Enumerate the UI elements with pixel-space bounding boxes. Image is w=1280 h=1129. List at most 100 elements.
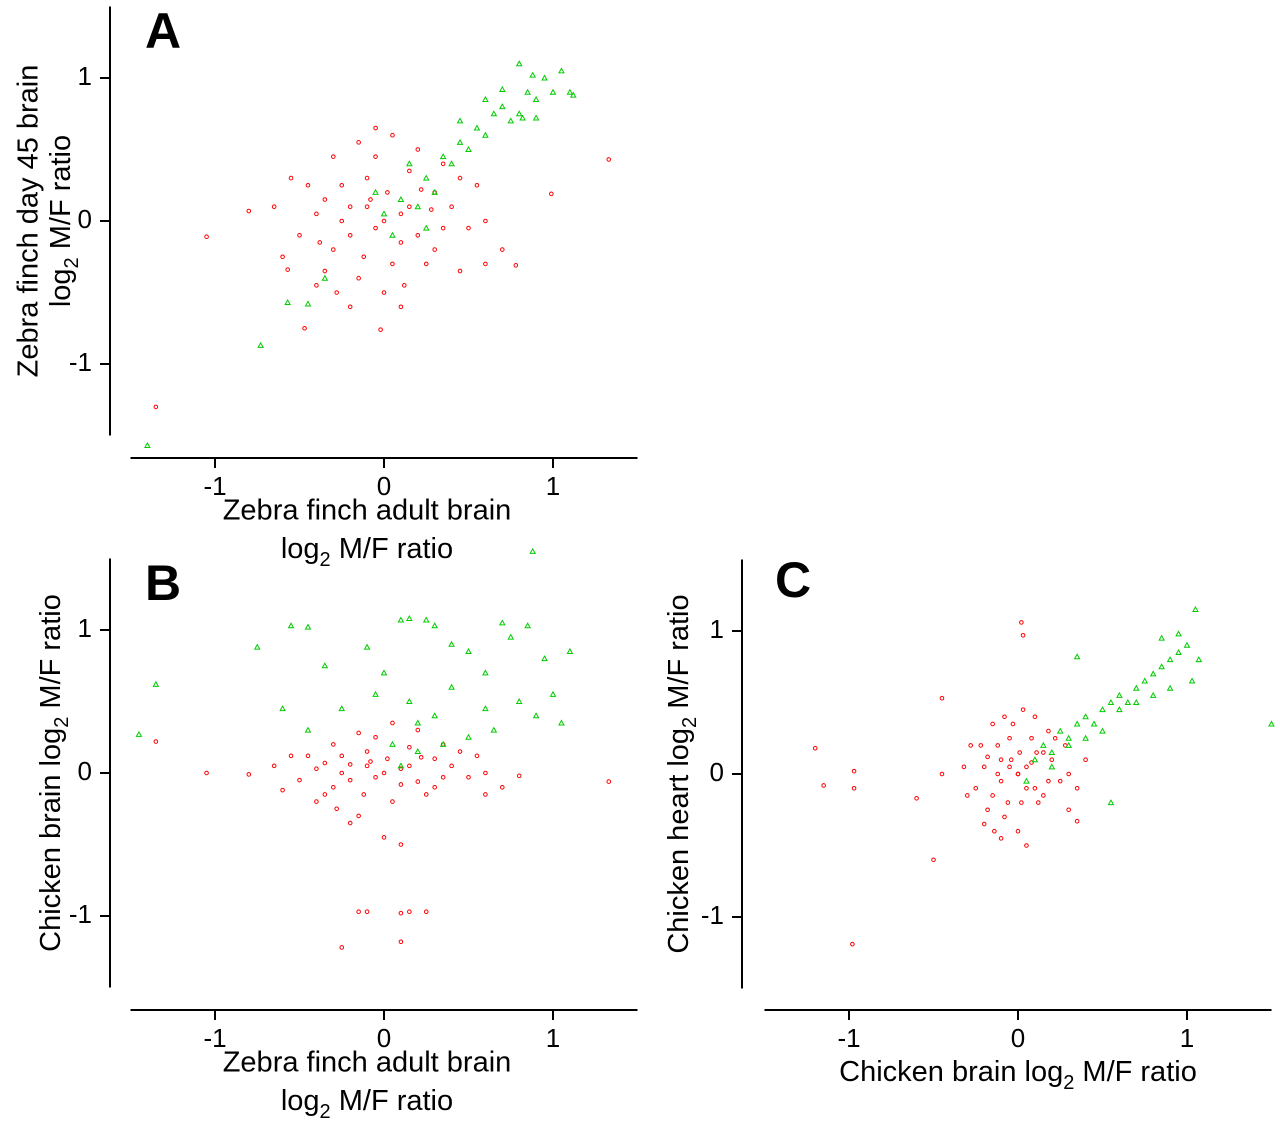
point bbox=[288, 753, 294, 759]
point bbox=[415, 779, 421, 784]
point bbox=[356, 275, 361, 281]
y-axis-label: Zebra finch day 45 brain bbox=[13, 65, 45, 378]
point bbox=[431, 712, 439, 719]
point bbox=[1132, 698, 1140, 705]
point bbox=[981, 764, 987, 770]
point bbox=[1002, 814, 1007, 820]
point bbox=[432, 785, 438, 790]
panel-letter: C bbox=[775, 552, 811, 608]
y-axis-label-part: 2 bbox=[51, 717, 73, 728]
point bbox=[1158, 634, 1165, 641]
point bbox=[965, 793, 970, 798]
y-tick-label: 1 bbox=[78, 61, 92, 91]
point bbox=[851, 768, 857, 774]
point bbox=[373, 225, 378, 231]
x-axis-label-part: Chicken brain log bbox=[839, 1056, 1063, 1088]
point bbox=[1074, 818, 1080, 824]
point bbox=[380, 669, 388, 676]
point bbox=[1029, 760, 1034, 765]
point bbox=[1124, 698, 1132, 705]
point bbox=[364, 749, 370, 754]
x-tick-label: 0 bbox=[1011, 1023, 1025, 1053]
point bbox=[415, 147, 421, 152]
point bbox=[1149, 691, 1157, 698]
point bbox=[1057, 778, 1063, 784]
point bbox=[500, 247, 505, 252]
point bbox=[339, 770, 345, 776]
y-axis-label-part: M/F ratio bbox=[663, 594, 695, 716]
y-tick-label: 1 bbox=[78, 613, 92, 643]
point bbox=[407, 204, 412, 209]
x-tick-label: -1 bbox=[203, 471, 226, 501]
point bbox=[246, 208, 252, 214]
point bbox=[507, 633, 515, 640]
point bbox=[558, 67, 565, 74]
point bbox=[429, 207, 434, 212]
point bbox=[415, 727, 421, 733]
point bbox=[1073, 720, 1081, 727]
x-axis-label-part: 2 bbox=[320, 549, 331, 571]
y-tick-label: 0 bbox=[710, 757, 724, 787]
y-axis-label-part: M/F ratio bbox=[45, 135, 77, 257]
point bbox=[1141, 677, 1149, 684]
point bbox=[483, 261, 488, 267]
point bbox=[297, 233, 302, 238]
point bbox=[992, 828, 997, 834]
point bbox=[519, 114, 526, 121]
point bbox=[448, 160, 455, 167]
point bbox=[431, 622, 439, 629]
point bbox=[1024, 843, 1029, 848]
point bbox=[1268, 720, 1275, 727]
point bbox=[812, 745, 818, 751]
point bbox=[1046, 728, 1051, 734]
point bbox=[381, 218, 387, 224]
point bbox=[253, 643, 261, 650]
point bbox=[414, 203, 422, 210]
point bbox=[1023, 777, 1030, 784]
point bbox=[322, 792, 328, 797]
point bbox=[398, 304, 404, 310]
point bbox=[498, 85, 506, 92]
point bbox=[347, 777, 353, 783]
point bbox=[1107, 698, 1115, 705]
point bbox=[339, 945, 345, 950]
y-axis-label: Chicken heart log2 M/F ratio bbox=[663, 594, 702, 953]
point bbox=[821, 783, 826, 788]
point bbox=[515, 60, 523, 67]
point bbox=[515, 110, 523, 117]
point bbox=[364, 175, 370, 181]
point bbox=[457, 175, 463, 181]
point bbox=[606, 157, 612, 162]
point bbox=[414, 748, 422, 755]
point bbox=[280, 254, 285, 260]
point bbox=[532, 712, 540, 719]
point bbox=[422, 224, 430, 231]
point bbox=[995, 743, 1001, 748]
point bbox=[1132, 684, 1140, 691]
point bbox=[529, 547, 537, 554]
point bbox=[406, 615, 413, 622]
point bbox=[373, 774, 378, 780]
point bbox=[381, 770, 387, 776]
point bbox=[321, 274, 329, 281]
point bbox=[1032, 714, 1038, 720]
point bbox=[1052, 735, 1058, 741]
point bbox=[482, 669, 489, 676]
point bbox=[1010, 721, 1016, 727]
point bbox=[135, 730, 143, 737]
point bbox=[152, 680, 160, 687]
y-axis-label-part: 2 bbox=[61, 257, 83, 268]
point bbox=[314, 799, 319, 804]
point bbox=[304, 300, 312, 307]
point bbox=[364, 204, 370, 209]
point bbox=[483, 792, 488, 797]
point bbox=[322, 760, 328, 766]
point bbox=[541, 655, 548, 662]
point bbox=[1107, 799, 1115, 806]
point bbox=[449, 204, 454, 209]
point bbox=[423, 792, 429, 797]
point bbox=[1034, 750, 1039, 755]
point bbox=[297, 777, 302, 783]
point bbox=[1074, 786, 1080, 791]
